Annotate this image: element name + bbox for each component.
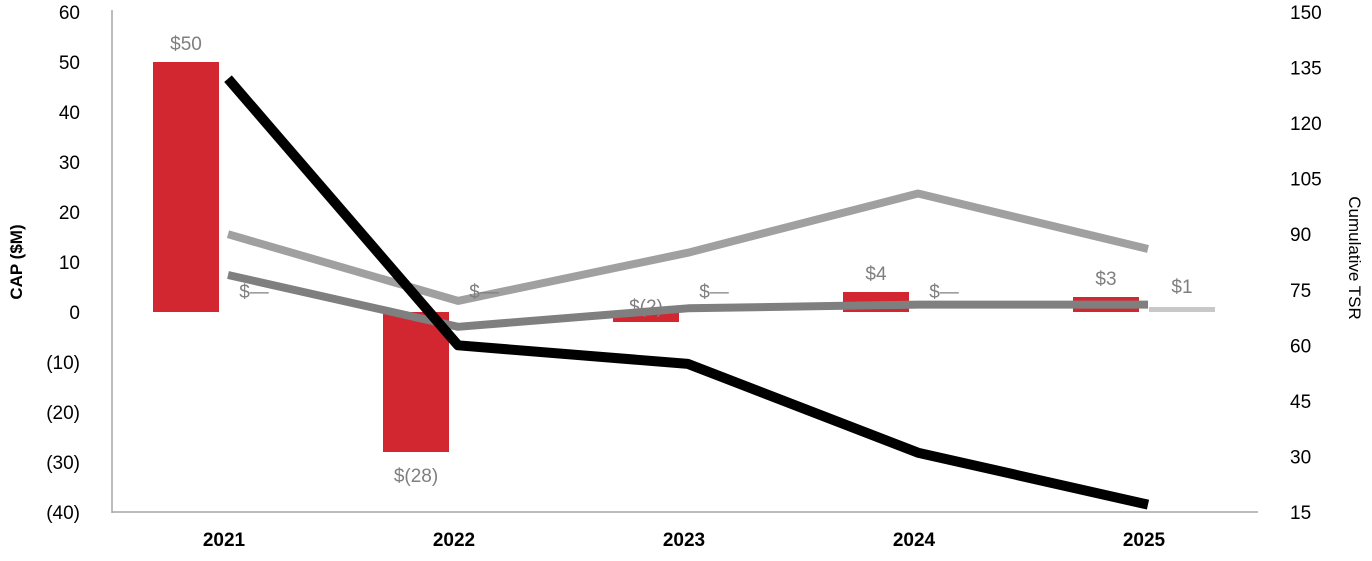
axes xyxy=(111,10,1258,513)
x-tick-label: 2024 xyxy=(893,530,936,551)
x-tick-label: 2023 xyxy=(663,530,705,551)
line-series xyxy=(224,75,1150,510)
bar-data-label: $(2) xyxy=(629,297,663,318)
y-tick-label: (30) xyxy=(46,453,80,474)
data-labels: $50 $(28) $(2) $4 $3 $— $— $— $— $1 xyxy=(170,34,1192,487)
bar xyxy=(153,62,219,312)
y2-tick-label: 45 xyxy=(1290,392,1311,413)
tsr-line xyxy=(226,189,1149,305)
bar-data-label: $1 xyxy=(1171,277,1192,298)
y-tick-label: 50 xyxy=(59,53,80,74)
y-tick-label: (10) xyxy=(46,353,80,374)
bar-data-label: $— xyxy=(239,282,269,303)
y2-tick-label: 105 xyxy=(1290,170,1322,191)
y2-tick-label: 135 xyxy=(1290,59,1322,80)
x-tick-label: 2022 xyxy=(433,530,475,551)
y2-tick-label: 120 xyxy=(1290,114,1322,135)
x-tick-label: 2021 xyxy=(203,530,246,551)
y2-tick-label: 15 xyxy=(1290,503,1311,524)
bar xyxy=(613,312,679,322)
y-tick-label: 0 xyxy=(69,303,80,324)
y-axis-title-left: CAP ($M) xyxy=(7,224,26,299)
y-tick-label: 10 xyxy=(59,253,80,274)
tsr-line xyxy=(227,271,1148,331)
y-tick-label: (20) xyxy=(46,403,80,424)
bar xyxy=(1149,307,1215,312)
y-tick-label: 40 xyxy=(59,103,80,124)
y2-tick-label: 60 xyxy=(1290,336,1311,357)
bar-data-label: $50 xyxy=(170,34,202,55)
x-tick-label: 2025 xyxy=(1123,530,1166,551)
y-axis-title-right: Cumulative TSR xyxy=(1345,196,1364,319)
bar-data-label: $— xyxy=(469,282,499,303)
bar-data-label: $— xyxy=(699,282,729,303)
y2-tick-label: 150 xyxy=(1290,3,1322,24)
y2-tick-label: 75 xyxy=(1290,281,1311,302)
bar-data-label: $4 xyxy=(865,264,887,285)
y-tick-label: 30 xyxy=(59,153,80,174)
y-tick-label: 20 xyxy=(59,203,80,224)
bar-data-label: $— xyxy=(929,282,959,303)
bar xyxy=(383,312,449,452)
y-tick-label: (40) xyxy=(46,503,80,524)
y-tick-label: 60 xyxy=(59,3,80,24)
tick-labels: 60 50 40 30 20 10 0 (10) (20) (30) (40) 150 135 120 10… xyxy=(46,3,1322,551)
y2-tick-label: 30 xyxy=(1290,447,1311,468)
bar-data-label: $3 xyxy=(1095,269,1116,290)
bar-data-label: $(28) xyxy=(394,466,438,487)
y2-tick-label: 90 xyxy=(1290,225,1311,246)
tsr-line xyxy=(224,75,1150,510)
